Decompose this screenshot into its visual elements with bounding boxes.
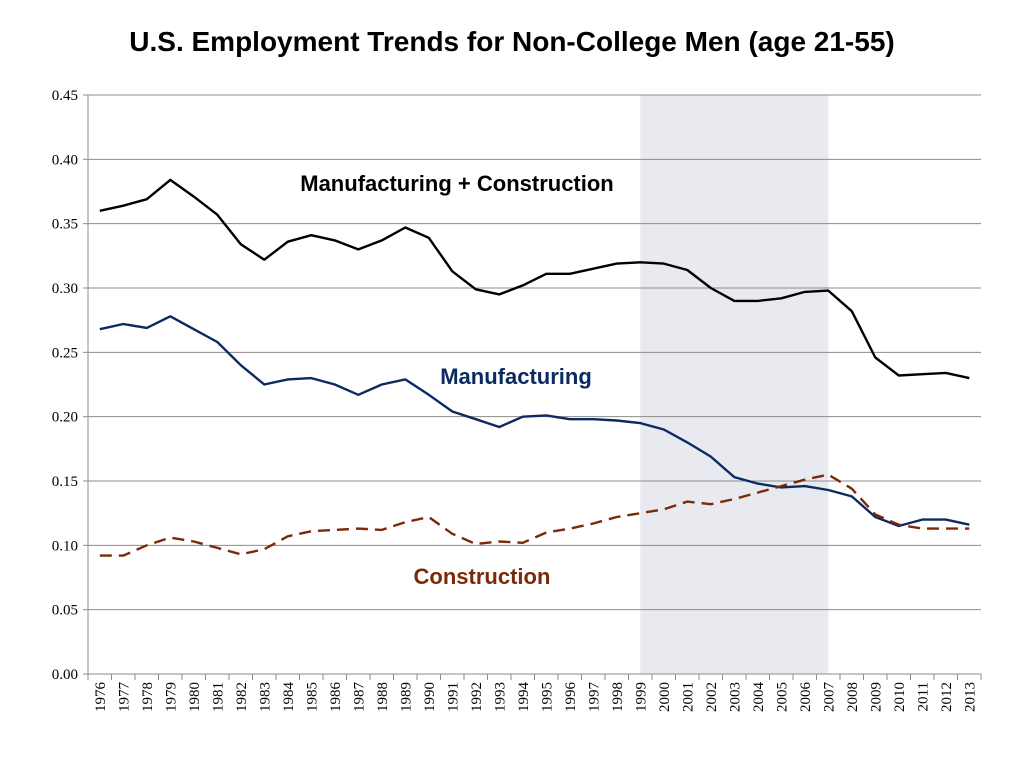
- chart-title: U.S. Employment Trends for Non-College M…: [129, 26, 895, 57]
- x-tick-label: 2007: [821, 682, 837, 713]
- y-tick-label: 0.15: [52, 474, 78, 490]
- x-tick-label: 1976: [93, 682, 109, 713]
- x-tick-label: 1989: [398, 682, 414, 712]
- y-tick-label: 0.25: [52, 345, 78, 361]
- x-tick-label: 1984: [281, 682, 297, 713]
- x-tick-label: 1986: [328, 682, 344, 713]
- y-tick-label: 0.00: [52, 667, 78, 683]
- x-tick-label: 1979: [163, 682, 179, 712]
- x-tick-label: 1992: [469, 682, 485, 712]
- series-line-construction: [99, 473, 970, 557]
- x-tick-label: 1985: [304, 682, 320, 712]
- x-tick-label: 2013: [962, 682, 978, 712]
- x-tick-label: 1990: [422, 682, 438, 712]
- x-tick-label: 1996: [563, 682, 579, 713]
- x-tick-label: 2011: [915, 682, 931, 711]
- series-line-manufacturing-construction: [99, 178, 970, 380]
- x-tick-label: 1994: [516, 682, 532, 713]
- x-tick-label: 2008: [845, 682, 861, 712]
- series-label-manufacturing: Manufacturing: [440, 364, 592, 389]
- x-tick-label: 1982: [234, 682, 250, 712]
- y-tick-label: 0.30: [52, 281, 78, 297]
- x-tick-label: 1980: [187, 682, 203, 712]
- x-tick-label: 2006: [798, 682, 814, 713]
- x-tick-label: 2012: [939, 682, 955, 712]
- series-labels-layer: Manufacturing + Construction Manufacturin…: [300, 171, 614, 589]
- x-tick-label: 2004: [751, 682, 767, 713]
- axis-layer: 0.00 0.05 0.10 0.15 0.20 0.25 0.30 0.35 0.40 0.45…: [52, 88, 982, 713]
- x-tick-label: 1999: [633, 682, 649, 712]
- y-tick-label: 0.35: [52, 217, 78, 233]
- y-tick-label: 0.20: [52, 410, 78, 426]
- series-layer: [99, 178, 970, 557]
- shaded-period-layer: [640, 95, 829, 674]
- y-tick-label: 0.45: [52, 88, 78, 104]
- x-tick-label: 2003: [727, 682, 743, 712]
- x-tick-label: 2010: [892, 682, 908, 712]
- series-label-manufacturing-construction: Manufacturing + Construction: [300, 171, 614, 196]
- x-tick-label: 2002: [704, 682, 720, 712]
- y-tick-label: 0.40: [52, 152, 78, 168]
- x-tick-label: 1977: [116, 682, 132, 713]
- x-tick-label: 1987: [351, 682, 367, 713]
- y-tick-label: 0.10: [52, 538, 78, 554]
- x-tick-label: 1993: [492, 682, 508, 712]
- x-tick-label: 1978: [140, 682, 156, 712]
- x-tick-label: 2001: [680, 682, 696, 712]
- gridlines-layer: [88, 94, 981, 611]
- series-line-manufacturing: [99, 315, 970, 528]
- x-tick-label: 2005: [774, 682, 790, 712]
- series-label-construction: Construction: [414, 564, 551, 589]
- x-tick-label: 1995: [539, 682, 555, 712]
- y-tick-label: 0.05: [52, 603, 78, 619]
- x-tick-label: 1981: [210, 682, 226, 712]
- x-tick-label: 1997: [586, 682, 602, 713]
- x-tick-label: 2000: [657, 682, 673, 712]
- x-tick-label: 1998: [610, 682, 626, 712]
- shaded-period: [640, 95, 829, 674]
- x-tick-label: 1988: [375, 682, 391, 712]
- x-tick-label: 2009: [868, 682, 884, 712]
- x-tick-label: 1983: [257, 682, 273, 712]
- x-tick-label: 1991: [445, 682, 461, 712]
